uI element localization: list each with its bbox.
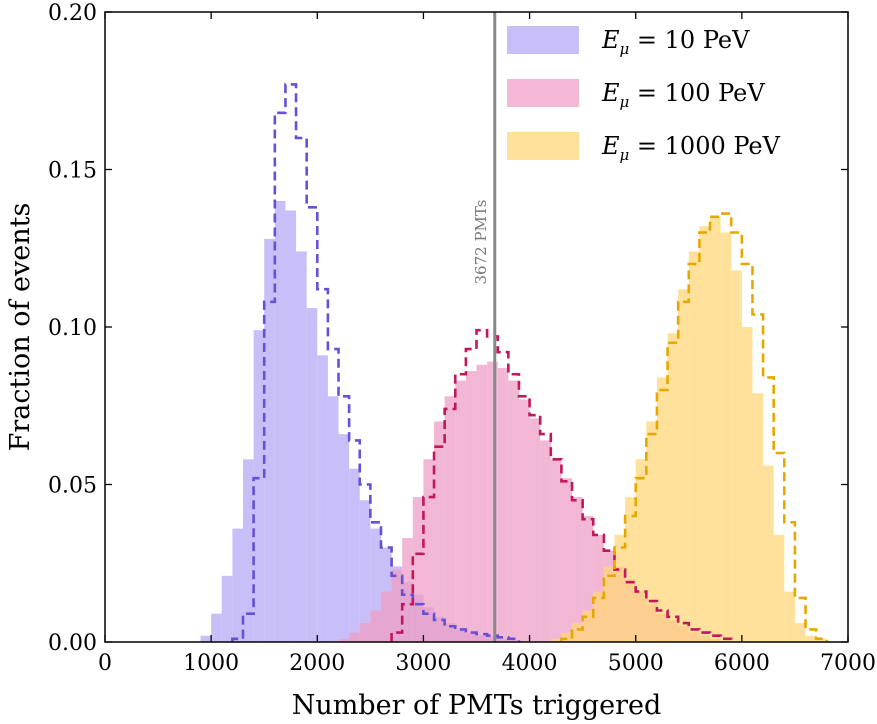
legend-label-0: Eμ = 10 PeV [601,26,750,58]
dashed-series-1 [390,328,733,642]
x-tick-label: 3000 [395,651,451,676]
legend-swatch-1 [507,79,579,107]
bar-s2-13 [688,251,700,642]
bar-s1-13 [476,364,488,642]
y-tick-label: 0.00 [48,631,97,656]
dashed-histograms [231,83,829,642]
bar-s0-7 [274,201,286,642]
bar-s1-3 [370,610,381,642]
reference-line-label: 3672 PMTs [472,199,490,284]
x-tick-label: 6000 [714,651,770,676]
bar-s1-24 [593,534,604,642]
bar-s2-4 [593,591,604,642]
bar-s1-14 [487,361,498,642]
bar-s2-1 [561,632,573,642]
bar-s0-2 [221,575,233,642]
bar-s2-5 [603,566,615,642]
bar-s1-4 [380,591,392,642]
y-tick-label: 0.15 [48,159,97,184]
bar-s1-18 [529,418,541,642]
dashed-series-0 [231,83,521,642]
bar-s1-1 [349,632,360,642]
bar-s1-19 [540,440,551,642]
bar-s0-14 [349,468,360,642]
bar-s2-25 [816,638,827,642]
bar-s2-17 [731,270,742,642]
bar-s0-1 [211,613,222,642]
bar-s1-2 [359,623,371,642]
bar-s1-0 [338,638,350,642]
bar-s0-11 [317,355,328,642]
bar-s2-6 [614,534,626,642]
filled-histograms [200,201,827,642]
bar-s2-22 [784,591,795,642]
bar-s2-19 [752,393,764,642]
bar-s2-24 [805,635,817,642]
bar-s2-23 [794,623,806,642]
bar-s1-15 [497,367,509,642]
bar-s0-12 [327,396,339,642]
bar-s0-9 [296,251,307,642]
x-tick-label: 5000 [608,651,664,676]
bar-s2-12 [678,289,689,642]
x-tick-label: 1000 [183,651,239,676]
legend-swatch-2 [507,132,579,160]
bar-s1-16 [508,380,519,642]
bar-s1-10 [444,396,456,642]
y-axis-title: Fraction of events [5,203,36,452]
bar-s2-15 [710,216,721,642]
bar-s1-12 [465,371,477,642]
x-axis-title: Number of PMTs triggered [292,690,662,721]
bar-s1-5 [391,569,403,642]
bar-s0-5 [253,330,265,642]
bar-s0-16 [370,528,381,642]
bar-s0-8 [285,210,297,642]
bar-s1-20 [550,459,562,642]
bar-s2-9 [646,421,657,642]
bar-s2-14 [699,226,711,642]
bar-s2-7 [625,497,636,642]
legend: Eμ = 10 PeV Eμ = 100 PeV Eμ = 1000 PeV [507,26,781,164]
bar-s1-23 [582,516,594,642]
bar-s0-6 [264,238,275,642]
x-tick-label: 7000 [820,651,876,676]
x-tick-label: 0 [98,651,112,676]
bar-s0-10 [306,308,318,642]
bar-s1-8 [423,459,435,642]
legend-label-1: Eμ = 100 PeV [601,79,765,111]
x-tick-label: 4000 [502,651,558,676]
bar-s1-22 [572,497,583,642]
dashed-series-2 [560,212,829,642]
bar-s2-0 [550,638,562,642]
y-tick-label: 0.05 [48,474,97,499]
bar-s0-4 [242,459,254,642]
bar-s2-18 [741,327,753,642]
bar-s1-17 [518,399,530,642]
bar-s2-3 [582,610,594,642]
x-tick-label: 2000 [289,651,345,676]
bar-s1-11 [455,380,466,642]
bar-s2-10 [656,377,668,642]
bar-s1-7 [412,497,424,642]
bar-s1-6 [402,538,413,642]
bar-s2-20 [763,465,774,642]
axis-ticks: 0 1000 2000 3000 4000 5000 6000 7000 0.00 0.05 0.1… [48,1,876,676]
bar-s2-16 [720,232,732,642]
legend-swatch-0 [507,26,579,54]
bar-s2-21 [773,534,785,642]
bar-s1-9 [434,421,445,642]
reference-line-group: 3672 PMTs [472,12,497,642]
bar-s0-15 [359,500,371,642]
bar-s2-8 [635,459,647,642]
y-tick-label: 0.20 [48,1,97,26]
legend-label-2: Eμ = 1000 PeV [601,132,781,164]
bar-s1-21 [561,478,573,642]
bar-s0-13 [338,434,350,642]
bar-s0-0 [200,635,212,642]
bar-s2-11 [667,333,679,642]
y-tick-label: 0.10 [48,316,97,341]
bar-s2-2 [572,623,583,642]
bar-s0-3 [232,528,243,642]
